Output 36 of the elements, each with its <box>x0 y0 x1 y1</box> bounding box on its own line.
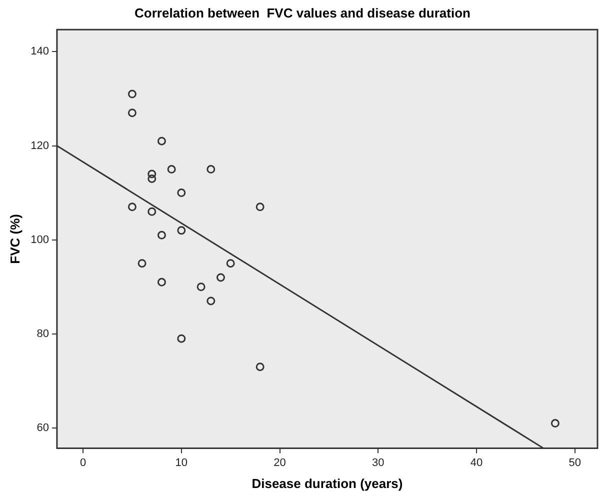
y-tick-label: 140 <box>30 46 49 58</box>
point <box>138 259 146 268</box>
y-axis-title: FVC (%) <box>7 214 22 264</box>
point <box>256 202 264 212</box>
x-axis-title: Disease duration (years) <box>252 476 403 491</box>
y-tick-label: 60 <box>36 422 49 434</box>
x-tick-label: 40 <box>470 456 483 469</box>
x-tick-label: 20 <box>274 456 286 469</box>
point <box>148 207 156 216</box>
x-tick-label: 30 <box>372 456 384 469</box>
x-tick-label: 50 <box>568 456 581 469</box>
y-tick-label: 100 <box>30 234 49 246</box>
point <box>206 296 216 306</box>
chart-title: Correlation between FVC values and disease duration <box>134 5 471 20</box>
y-tick-label: 80 <box>36 328 49 340</box>
point <box>256 362 264 372</box>
point <box>157 278 166 286</box>
point <box>216 273 225 282</box>
point <box>167 165 176 174</box>
point <box>177 334 186 343</box>
y-tick-label: 120 <box>30 140 49 152</box>
point <box>177 188 186 198</box>
point <box>148 170 156 178</box>
point <box>128 108 136 118</box>
x-tick-label: 0 <box>80 456 86 469</box>
point <box>157 136 166 146</box>
point <box>196 282 206 292</box>
point <box>550 419 560 428</box>
point <box>128 90 136 98</box>
point <box>226 259 235 268</box>
point <box>206 165 216 174</box>
point <box>177 226 186 235</box>
x-tick-label: 10 <box>175 456 188 469</box>
point <box>128 202 136 212</box>
point <box>148 174 156 183</box>
point <box>157 230 166 240</box>
